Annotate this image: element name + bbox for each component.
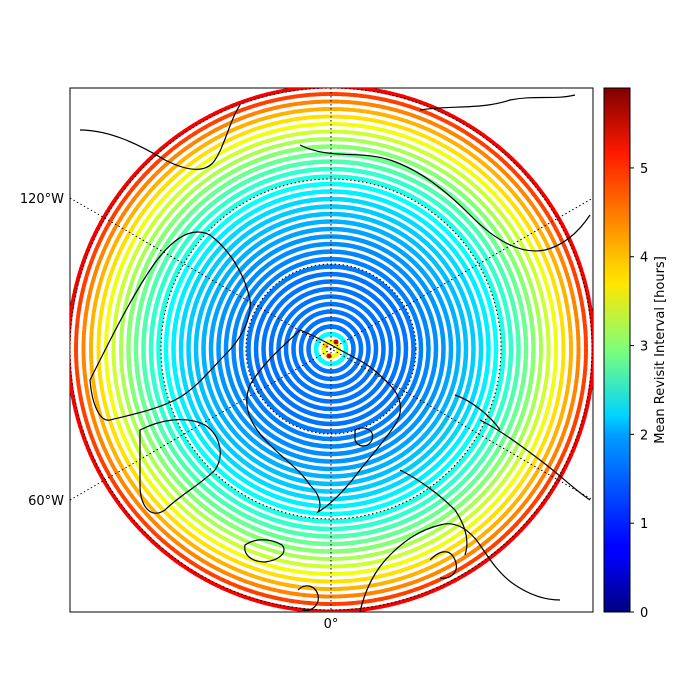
coastline-novaya-zemlya [454, 394, 501, 431]
revisit-ring-11 [246, 264, 416, 434]
meridian-120w [70, 197, 593, 501]
parallel-outer [70, 88, 593, 611]
revisit-ring-3 [306, 324, 356, 374]
colorbar-gradient [603, 87, 631, 613]
revisit-ring-13 [231, 249, 431, 449]
revisit-ring-12 [238, 256, 424, 442]
revisit-ring-19 [186, 204, 476, 494]
coastline-britain [297, 585, 319, 611]
coastline-svalbard [354, 427, 374, 447]
parallel-inner [245, 263, 417, 435]
revisit-ring-29 [111, 129, 551, 569]
coastlines [79, 94, 591, 612]
colorbar-tick-label-4: 4 [640, 251, 648, 266]
parallel-middle [160, 178, 502, 520]
coastline-iceland [244, 539, 285, 563]
lon-label-60w: 60°W [28, 494, 64, 509]
lon-label-0: 0° [324, 617, 339, 632]
graticule [70, 88, 593, 612]
coastline-greenland [246, 329, 402, 514]
coastline-russia-west [479, 419, 591, 501]
longitude-labels: 120°W 60°W 0° [20, 192, 339, 632]
revisit-ring-5 [291, 309, 371, 389]
coastline-siberia [299, 144, 591, 252]
coastline-baltic [429, 551, 457, 579]
colorbar-tick-label-5: 5 [640, 162, 648, 177]
colorbar-tick-label-2: 2 [640, 428, 648, 443]
revisit-ring-21 [171, 189, 491, 509]
colorbar-label: Mean Revisit Interval [hours] [653, 256, 668, 444]
map-area [69, 87, 594, 613]
colorbar-ticks: 0 1 2 3 4 5 [630, 162, 648, 621]
colorbar-tick-label-3: 3 [640, 340, 648, 355]
lon-label-120w: 120°W [20, 192, 64, 207]
revisit-ring-35 [70, 88, 593, 612]
revisit-ring-20 [178, 196, 484, 502]
pole-point-1 [333, 339, 339, 345]
coastline-baffin [139, 419, 221, 514]
coastline-alaska [79, 104, 241, 170]
colorbar-tick-label-0: 0 [640, 606, 648, 621]
colorbar-tick-label-1: 1 [640, 517, 648, 532]
revisit-ring-4 [298, 316, 364, 382]
pole-point-3 [323, 343, 329, 349]
meridian-60w [70, 197, 593, 501]
colorbar: 0 1 2 3 4 5 Mean Revisit Interval [hours] [603, 87, 668, 621]
pole-point-2 [326, 353, 332, 359]
coastline-norway [399, 469, 468, 556]
revisit-ring-28 [119, 137, 543, 561]
coastline-canada [89, 231, 251, 421]
coastline-scandinavia [359, 523, 561, 612]
revisit-ring-27 [126, 144, 536, 554]
coastline-east-siberia [419, 94, 576, 111]
